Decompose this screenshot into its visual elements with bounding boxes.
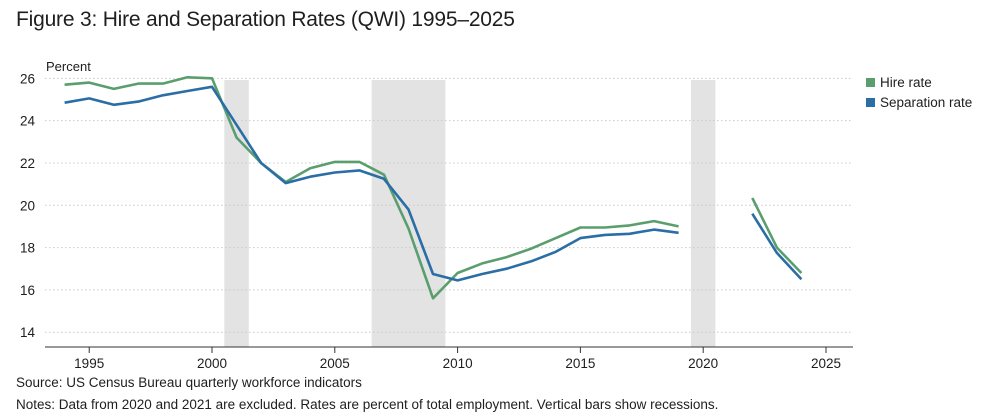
legend-swatch-separation-rate	[866, 97, 875, 107]
recession-bars	[224, 80, 716, 347]
x-tick-label-2010: 2010	[443, 356, 473, 371]
x-tick-label-2020: 2020	[688, 356, 718, 371]
x-tick-label-2025: 2025	[811, 356, 841, 371]
separation-rate-line-segment-1	[751, 213, 803, 281]
series-lines	[64, 76, 803, 300]
y-tick-label-26: 26	[20, 71, 35, 86]
axes: 14 16 18 20 22 24 26 Percent 1995 2000 2005 2010 201…	[20, 59, 853, 371]
notes: Notes: Data from 2020 and 2021 are exclu…	[16, 397, 719, 412]
legend-label-separation-rate: Separation rate	[880, 94, 973, 110]
y-tick-label-16: 16	[20, 283, 35, 298]
y-tick-label-14: 14	[20, 325, 36, 340]
gridlines	[45, 77, 853, 333]
recession-bar-1	[371, 80, 446, 347]
legend-item-hire-rate: Hire rate	[866, 72, 972, 92]
x-tick-label-1995: 1995	[74, 356, 104, 371]
source-note: Source: US Census Bureau quarterly workf…	[16, 375, 362, 390]
y-axis-label: Percent	[46, 59, 91, 74]
separation-rate-line-segment-0	[64, 85, 679, 282]
x-tick-label-2015: 2015	[565, 356, 595, 371]
y-tick-label-18: 18	[20, 241, 35, 256]
hire-rate-line-segment-1	[751, 197, 803, 274]
x-tick-label-2005: 2005	[320, 356, 350, 371]
y-tick-label-20: 20	[20, 198, 35, 213]
recession-bar-2	[690, 80, 716, 347]
x-tick-label-2000: 2000	[197, 356, 227, 371]
y-tick-label-22: 22	[20, 156, 35, 171]
legend: Hire rate Separation rate	[866, 72, 972, 112]
chart-title: Figure 3: Hire and Separation Rates (QWI…	[16, 8, 515, 31]
legend-label-hire-rate: Hire rate	[880, 74, 932, 90]
legend-swatch-hire-rate	[866, 77, 875, 87]
legend-item-separation-rate: Separation rate	[866, 92, 972, 112]
hire-rate-line-segment-0	[64, 76, 679, 300]
y-tick-label-24: 24	[20, 114, 36, 129]
